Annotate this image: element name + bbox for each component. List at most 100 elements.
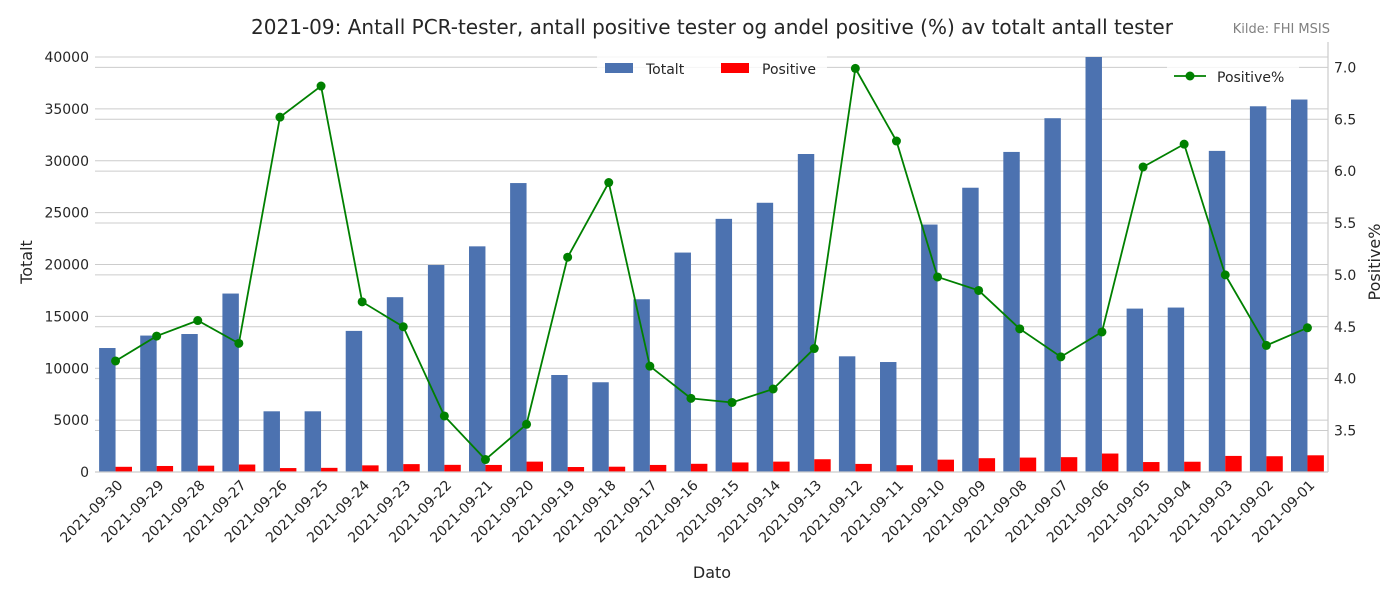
point-positive-percent-2021-09-28	[193, 316, 203, 326]
bar-totalt-2021-09-09	[962, 187, 979, 472]
point-positive-percent-2021-09-14	[768, 384, 778, 394]
y2-tick-label-6: 6.5	[1334, 112, 1356, 128]
bar-totalt-2021-09-10	[921, 224, 938, 472]
bar-totalt-2021-09-28	[181, 334, 198, 472]
y-tick-label-1: 5000	[53, 413, 89, 429]
bar-positive-2021-09-19	[567, 467, 585, 472]
bar-series	[99, 57, 1324, 473]
bar-totalt-2021-09-25	[304, 411, 322, 472]
bar-totalt-2021-09-11	[880, 362, 897, 472]
bar-totalt-2021-09-01	[1291, 99, 1308, 472]
bar-totalt-2021-09-22	[427, 265, 445, 472]
legend-label-totalt: Totalt	[645, 62, 685, 78]
y2-axis-label: Positive%	[1365, 224, 1384, 301]
y-tick-label-8: 40000	[44, 50, 89, 66]
bar-positive-2021-09-14	[773, 461, 790, 472]
bar-totalt-2021-09-19	[551, 374, 568, 472]
point-positive-percent-2021-09-25	[316, 81, 326, 91]
point-positive-percent-2021-09-07	[1056, 352, 1066, 362]
bar-positive-2021-09-29	[156, 465, 174, 472]
bar-totalt-2021-09-14	[756, 202, 774, 473]
bar-positive-2021-09-18	[608, 466, 626, 472]
bar-totalt-2021-09-03	[1208, 150, 1226, 473]
bar-positive-2021-09-07	[1060, 457, 1078, 472]
point-positive-percent-2021-09-05	[1138, 162, 1148, 172]
y-tick-label-2: 10000	[44, 361, 89, 377]
bar-positive-2021-09-13	[814, 459, 831, 472]
grid-lines	[95, 56, 1328, 431]
point-positive-percent-2021-09-04	[1179, 139, 1189, 149]
bar-totalt-2021-09-04	[1167, 307, 1185, 472]
legend-bars-box	[597, 42, 827, 78]
bar-totalt-2021-09-07	[1044, 118, 1061, 473]
point-positive-percent-2021-09-08	[1015, 324, 1025, 334]
bar-totalt-2021-09-27	[222, 293, 239, 472]
bar-positive-2021-09-16	[690, 463, 708, 472]
y-axis-label: Totalt	[17, 240, 36, 285]
bar-positive-2021-09-09	[978, 458, 996, 472]
bar-totalt-2021-09-02	[1249, 106, 1267, 472]
bar-positive-2021-09-04	[1184, 461, 1201, 472]
bar-positive-2021-09-28	[197, 465, 215, 472]
bar-positive-2021-09-02	[1266, 456, 1283, 472]
y-tick-label-0: 0	[80, 465, 89, 481]
point-positive-percent-2021-09-09	[974, 285, 984, 295]
bar-totalt-2021-09-20	[510, 183, 527, 472]
bar-totalt-2021-09-16	[674, 252, 691, 472]
bar-positive-2021-09-22	[444, 464, 461, 472]
chart-title: 2021-09: Antall PCR-tester, antall posit…	[251, 15, 1174, 39]
x-axis-label: Dato	[693, 563, 731, 582]
y2-tick-label-3: 5.0	[1334, 268, 1356, 284]
bar-totalt-2021-09-26	[263, 411, 280, 472]
bar-positive-2021-09-26	[279, 468, 297, 472]
point-positive-percent-2021-09-20	[522, 419, 532, 429]
point-positive-percent-2021-09-15	[727, 397, 737, 407]
bar-totalt-2021-09-30	[99, 348, 116, 472]
point-positive-percent-2021-09-01	[1302, 323, 1312, 333]
bar-totalt-2021-09-24	[345, 330, 363, 472]
bar-totalt-2021-09-13	[797, 154, 815, 472]
point-positive-percent-2021-09-06	[1097, 327, 1107, 337]
bar-totalt-2021-09-12	[838, 356, 856, 472]
point-positive-percent-2021-09-02	[1261, 340, 1271, 350]
legend-label-positive-percent: Positive%	[1217, 70, 1284, 86]
bar-totalt-2021-09-06	[1085, 57, 1102, 472]
bar-positive-2021-09-06	[1101, 453, 1119, 472]
bar-totalt-2021-09-15	[715, 218, 733, 472]
bar-totalt-2021-09-17	[633, 299, 650, 472]
bar-positive-2021-09-12	[855, 463, 872, 472]
point-positive-percent-2021-09-11	[891, 136, 901, 146]
legend-line-marker	[1185, 71, 1195, 81]
y2-tick-label-2: 4.5	[1334, 320, 1356, 336]
legends: Totalt Positive Positive%	[597, 42, 1299, 92]
bar-positive-2021-09-23	[403, 464, 420, 472]
bar-positive-2021-09-10	[937, 459, 954, 472]
bar-totalt-2021-09-18	[592, 382, 609, 472]
point-positive-percent-2021-09-17	[645, 361, 655, 371]
y2-tick-label-7: 7.0	[1334, 60, 1356, 76]
point-positive-percent-2021-09-22	[439, 411, 449, 421]
bar-positive-2021-09-27	[238, 464, 256, 472]
legend-swatch-positive	[721, 63, 749, 73]
point-positive-percent-2021-09-26	[275, 112, 285, 122]
legend-swatch-totalt	[605, 63, 633, 73]
bar-positive-2021-09-03	[1225, 455, 1242, 472]
point-positive-percent-2021-09-29	[152, 331, 162, 341]
bar-positive-2021-09-17	[649, 464, 667, 472]
point-positive-percent-2021-09-27	[234, 338, 244, 348]
bar-totalt-2021-09-21	[469, 246, 486, 472]
y-tick-label-3: 15000	[44, 309, 89, 325]
bar-totalt-2021-09-08	[1003, 151, 1020, 472]
bar-positive-2021-09-21	[485, 464, 502, 472]
bar-positive-2021-09-01	[1307, 455, 1324, 472]
point-positive-percent-2021-09-13	[809, 344, 819, 354]
bar-positive-2021-09-20	[526, 461, 543, 472]
bar-totalt-2021-09-23	[386, 297, 404, 472]
bar-positive-2021-09-24	[362, 465, 379, 472]
y2-tick-label-1: 4.0	[1334, 372, 1356, 388]
point-positive-percent-2021-09-30	[111, 356, 121, 366]
point-positive-percent-2021-09-19	[563, 252, 573, 262]
bar-positive-2021-09-30	[115, 466, 132, 472]
point-positive-percent-2021-09-10	[933, 272, 943, 282]
